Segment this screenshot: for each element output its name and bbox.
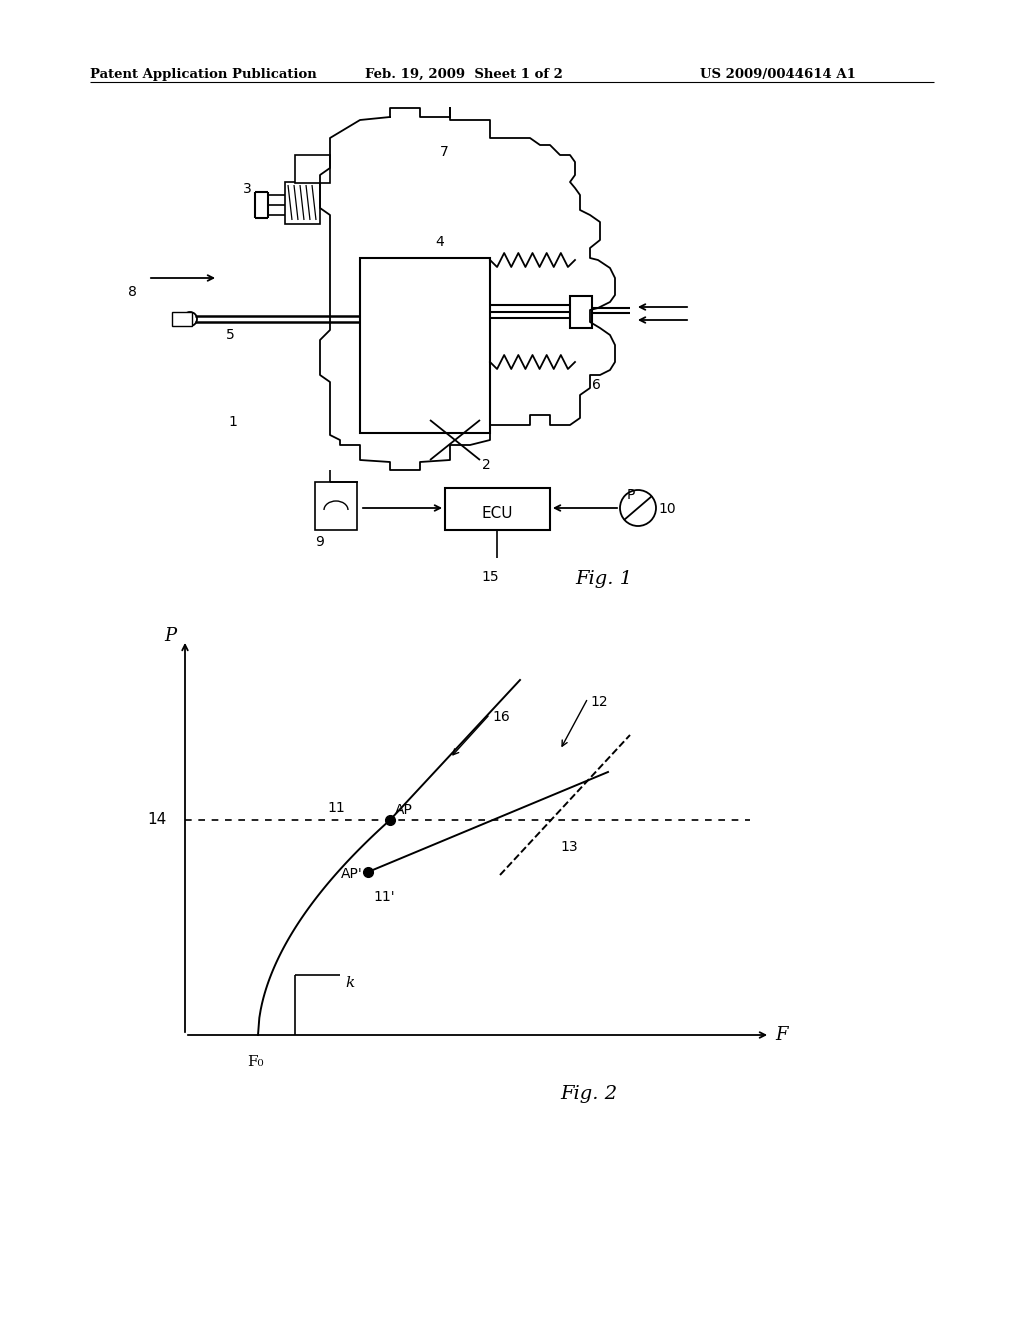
Bar [285,182,319,224]
Bar [570,296,592,327]
Text: 2: 2 [482,458,490,473]
Text: 7: 7 [440,145,449,158]
Text: 5: 5 [226,327,234,342]
Text: 10: 10 [658,502,676,516]
Bar [172,312,193,326]
Bar [360,257,490,433]
Text: 13: 13 [560,840,578,854]
Text: 6: 6 [592,378,601,392]
Text: Fig. 1: Fig. 1 [575,570,632,587]
Text: P: P [164,627,176,645]
Text: 15: 15 [481,570,499,583]
Text: 4: 4 [435,235,443,249]
Text: 3: 3 [244,182,252,195]
Text: 11: 11 [328,801,345,814]
Bar [295,154,330,183]
Text: Feb. 19, 2009  Sheet 1 of 2: Feb. 19, 2009 Sheet 1 of 2 [365,69,563,81]
Text: AP: AP [395,803,413,817]
Text: 8: 8 [128,285,137,300]
Text: F₀: F₀ [247,1055,263,1069]
Text: 12: 12 [590,696,607,709]
Text: US 2009/0044614 A1: US 2009/0044614 A1 [700,69,856,81]
Text: 9: 9 [315,535,324,549]
Text: 16: 16 [492,710,510,723]
Text: k: k [345,975,354,990]
Text: P: P [627,488,635,502]
Text: AP': AP' [341,867,362,880]
Bar [445,488,550,531]
Text: ECU: ECU [481,506,513,520]
Text: 14: 14 [147,813,167,828]
Text: Fig. 2: Fig. 2 [560,1085,617,1104]
Text: F: F [775,1026,787,1044]
Text: 11': 11' [373,890,394,904]
Text: Patent Application Publication: Patent Application Publication [90,69,316,81]
Text: 1: 1 [228,414,237,429]
Bar [315,482,357,531]
